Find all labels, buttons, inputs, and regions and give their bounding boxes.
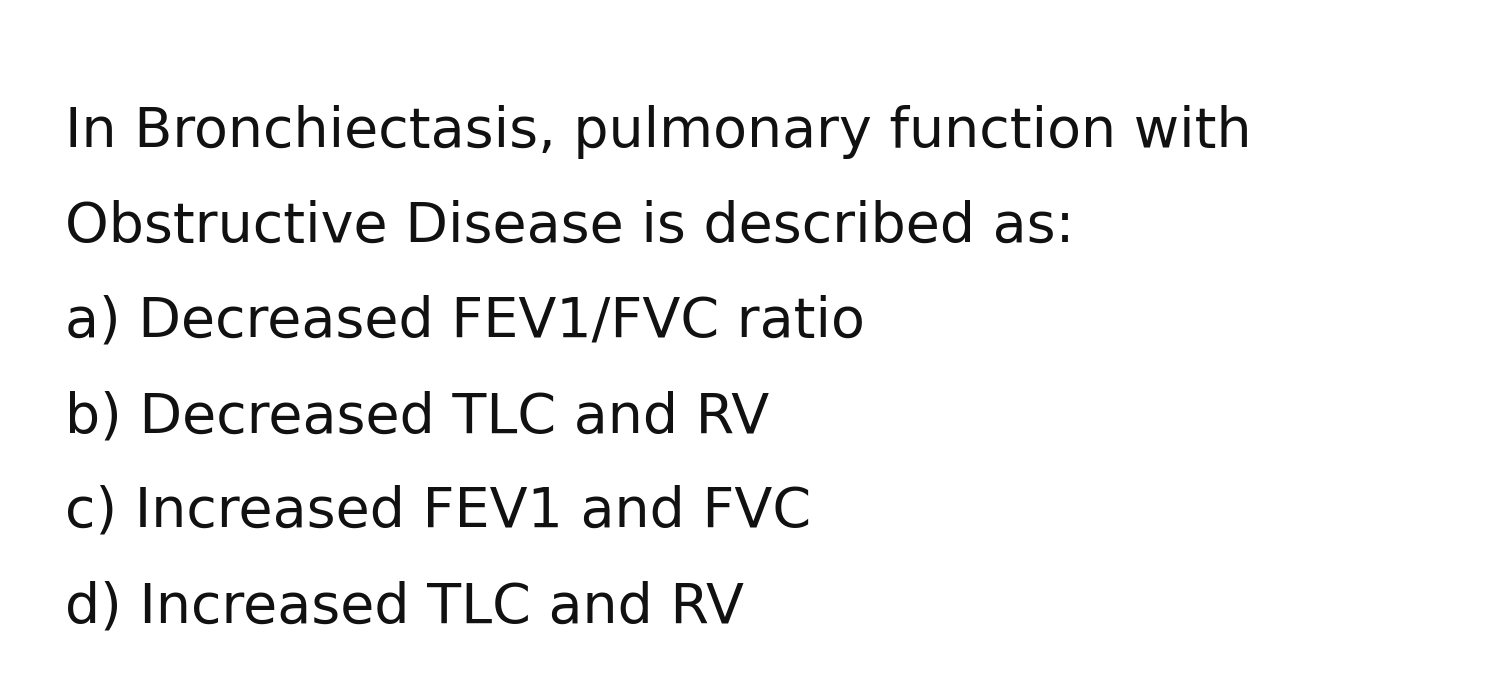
Text: b) Decreased TLC and RV: b) Decreased TLC and RV: [64, 390, 770, 444]
Text: d) Increased TLC and RV: d) Increased TLC and RV: [64, 580, 744, 634]
Text: In Bronchiectasis, pulmonary function with: In Bronchiectasis, pulmonary function wi…: [64, 105, 1251, 159]
Text: c) Increased FEV1 and FVC: c) Increased FEV1 and FVC: [64, 485, 812, 539]
Text: a) Decreased FEV1/FVC ratio: a) Decreased FEV1/FVC ratio: [64, 295, 865, 349]
Text: Obstructive Disease is described as:: Obstructive Disease is described as:: [64, 200, 1074, 254]
